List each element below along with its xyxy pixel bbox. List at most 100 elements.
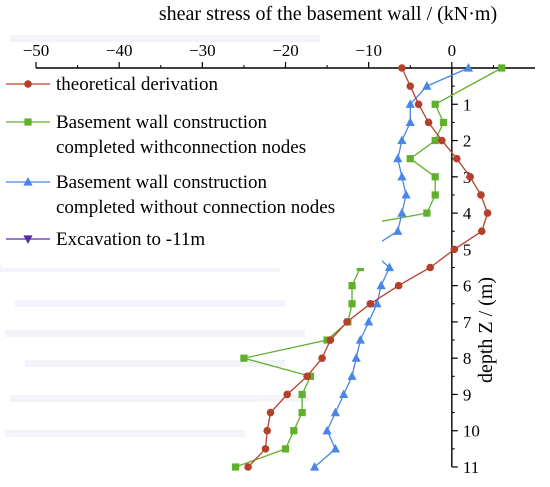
legend-label: Basement wall construction [56, 172, 268, 193]
data-point [393, 153, 403, 163]
data-point [463, 63, 474, 72]
data-point [372, 298, 382, 308]
x-tick-label: −50 [23, 41, 50, 60]
ghost-bar-5 [15, 300, 285, 307]
legend-label: Excavation to -11m [56, 229, 205, 250]
x-tick-label: −30 [189, 41, 216, 60]
data-point [376, 280, 386, 290]
data-point [330, 407, 340, 417]
data-point [423, 209, 431, 217]
data-point [348, 300, 356, 308]
y-tick-label: 4 [463, 204, 472, 223]
data-point [483, 209, 492, 217]
x-axis: −50 −40 −30 −20 −10 0 [23, 41, 535, 69]
data-point [498, 64, 506, 72]
data-point [298, 408, 306, 417]
legend-item-1: Basement wall construction completed with… [6, 112, 306, 158]
ghost-bar-9 [5, 430, 245, 437]
y-tick-label: 8 [463, 349, 472, 368]
x-axis-title: shear stress of the basement wall / (kN·… [159, 3, 497, 25]
data-point [283, 390, 291, 399]
data-point [326, 336, 335, 344]
ghost-bar-4 [0, 265, 280, 272]
data-point [351, 353, 361, 362]
data-point [477, 191, 485, 199]
data-point [424, 118, 433, 127]
data-point [431, 100, 439, 108]
y-axis: 1234567891011 [451, 68, 480, 477]
data-point [438, 136, 446, 145]
data-point [398, 64, 406, 72]
data-point [397, 171, 407, 181]
legend-item-0: theoretical derivation [6, 74, 218, 95]
data-point [310, 462, 320, 471]
legend-item-2: Basement wall construction completed with… [6, 172, 335, 218]
ghost-bar-8 [10, 395, 310, 402]
legend-swatch-marker [23, 235, 33, 244]
data-point [366, 299, 375, 308]
ghost-bar-7 [25, 360, 285, 367]
data-point [364, 316, 374, 326]
data-point [355, 335, 365, 344]
data-point [431, 173, 439, 181]
data-point [405, 117, 415, 127]
data-point [426, 263, 435, 272]
x-tick-label: −20 [272, 41, 299, 60]
data-point [431, 136, 439, 145]
data-point [477, 227, 486, 236]
data-point [298, 390, 306, 399]
data-point [348, 282, 356, 290]
data-point [290, 427, 298, 435]
y-axis-title: depth Z / (m) [475, 277, 497, 383]
data-point [263, 426, 272, 435]
data-point [422, 81, 432, 90]
data-point [406, 82, 415, 90]
y-tick-label: 9 [463, 385, 472, 404]
data-point [401, 189, 411, 199]
y-tick-label: 11 [463, 458, 479, 477]
data-point [281, 445, 290, 453]
y-tick-label: 1 [463, 95, 472, 114]
y-tick-label: 5 [463, 240, 472, 259]
data-point [244, 463, 252, 471]
data-point [266, 408, 275, 417]
legend-label: theoretical derivation [56, 74, 218, 95]
y-tick-label: 6 [463, 277, 472, 296]
data-point [414, 100, 423, 109]
data-point [318, 354, 326, 362]
legend: theoretical derivation Basement wall cons… [2, 70, 382, 268]
data-point [261, 445, 270, 453]
legend-swatch-marker [23, 177, 33, 186]
data-point [303, 372, 311, 381]
legend-background [2, 70, 382, 268]
legend-swatch-marker [24, 118, 32, 126]
data-point [384, 262, 395, 272]
y-tick-label: 10 [463, 422, 480, 441]
data-point [450, 245, 459, 254]
data-point [397, 208, 407, 217]
legend-swatch-marker [24, 80, 32, 88]
x-tick-label: −10 [355, 41, 382, 60]
data-point [405, 99, 415, 108]
data-point [240, 354, 248, 362]
data-point [322, 425, 332, 435]
data-point [343, 318, 351, 326]
x-tick-label: 0 [448, 41, 457, 60]
y-tick-label: 2 [463, 132, 472, 151]
data-point [453, 154, 461, 163]
series-0 [244, 64, 492, 471]
y-tick-label: 7 [463, 313, 472, 332]
legend-label: Basement wall construction [56, 112, 268, 133]
x-tick-label: −40 [106, 41, 133, 60]
data-point [347, 371, 357, 380]
data-point [431, 191, 439, 199]
legend-label: completed without connection nodes [56, 197, 335, 218]
data-point [406, 155, 414, 163]
data-point [397, 135, 407, 145]
data-point [394, 281, 403, 290]
ghost-bar-0 [10, 35, 320, 42]
data-point [330, 443, 340, 453]
series-line [235, 67, 503, 468]
